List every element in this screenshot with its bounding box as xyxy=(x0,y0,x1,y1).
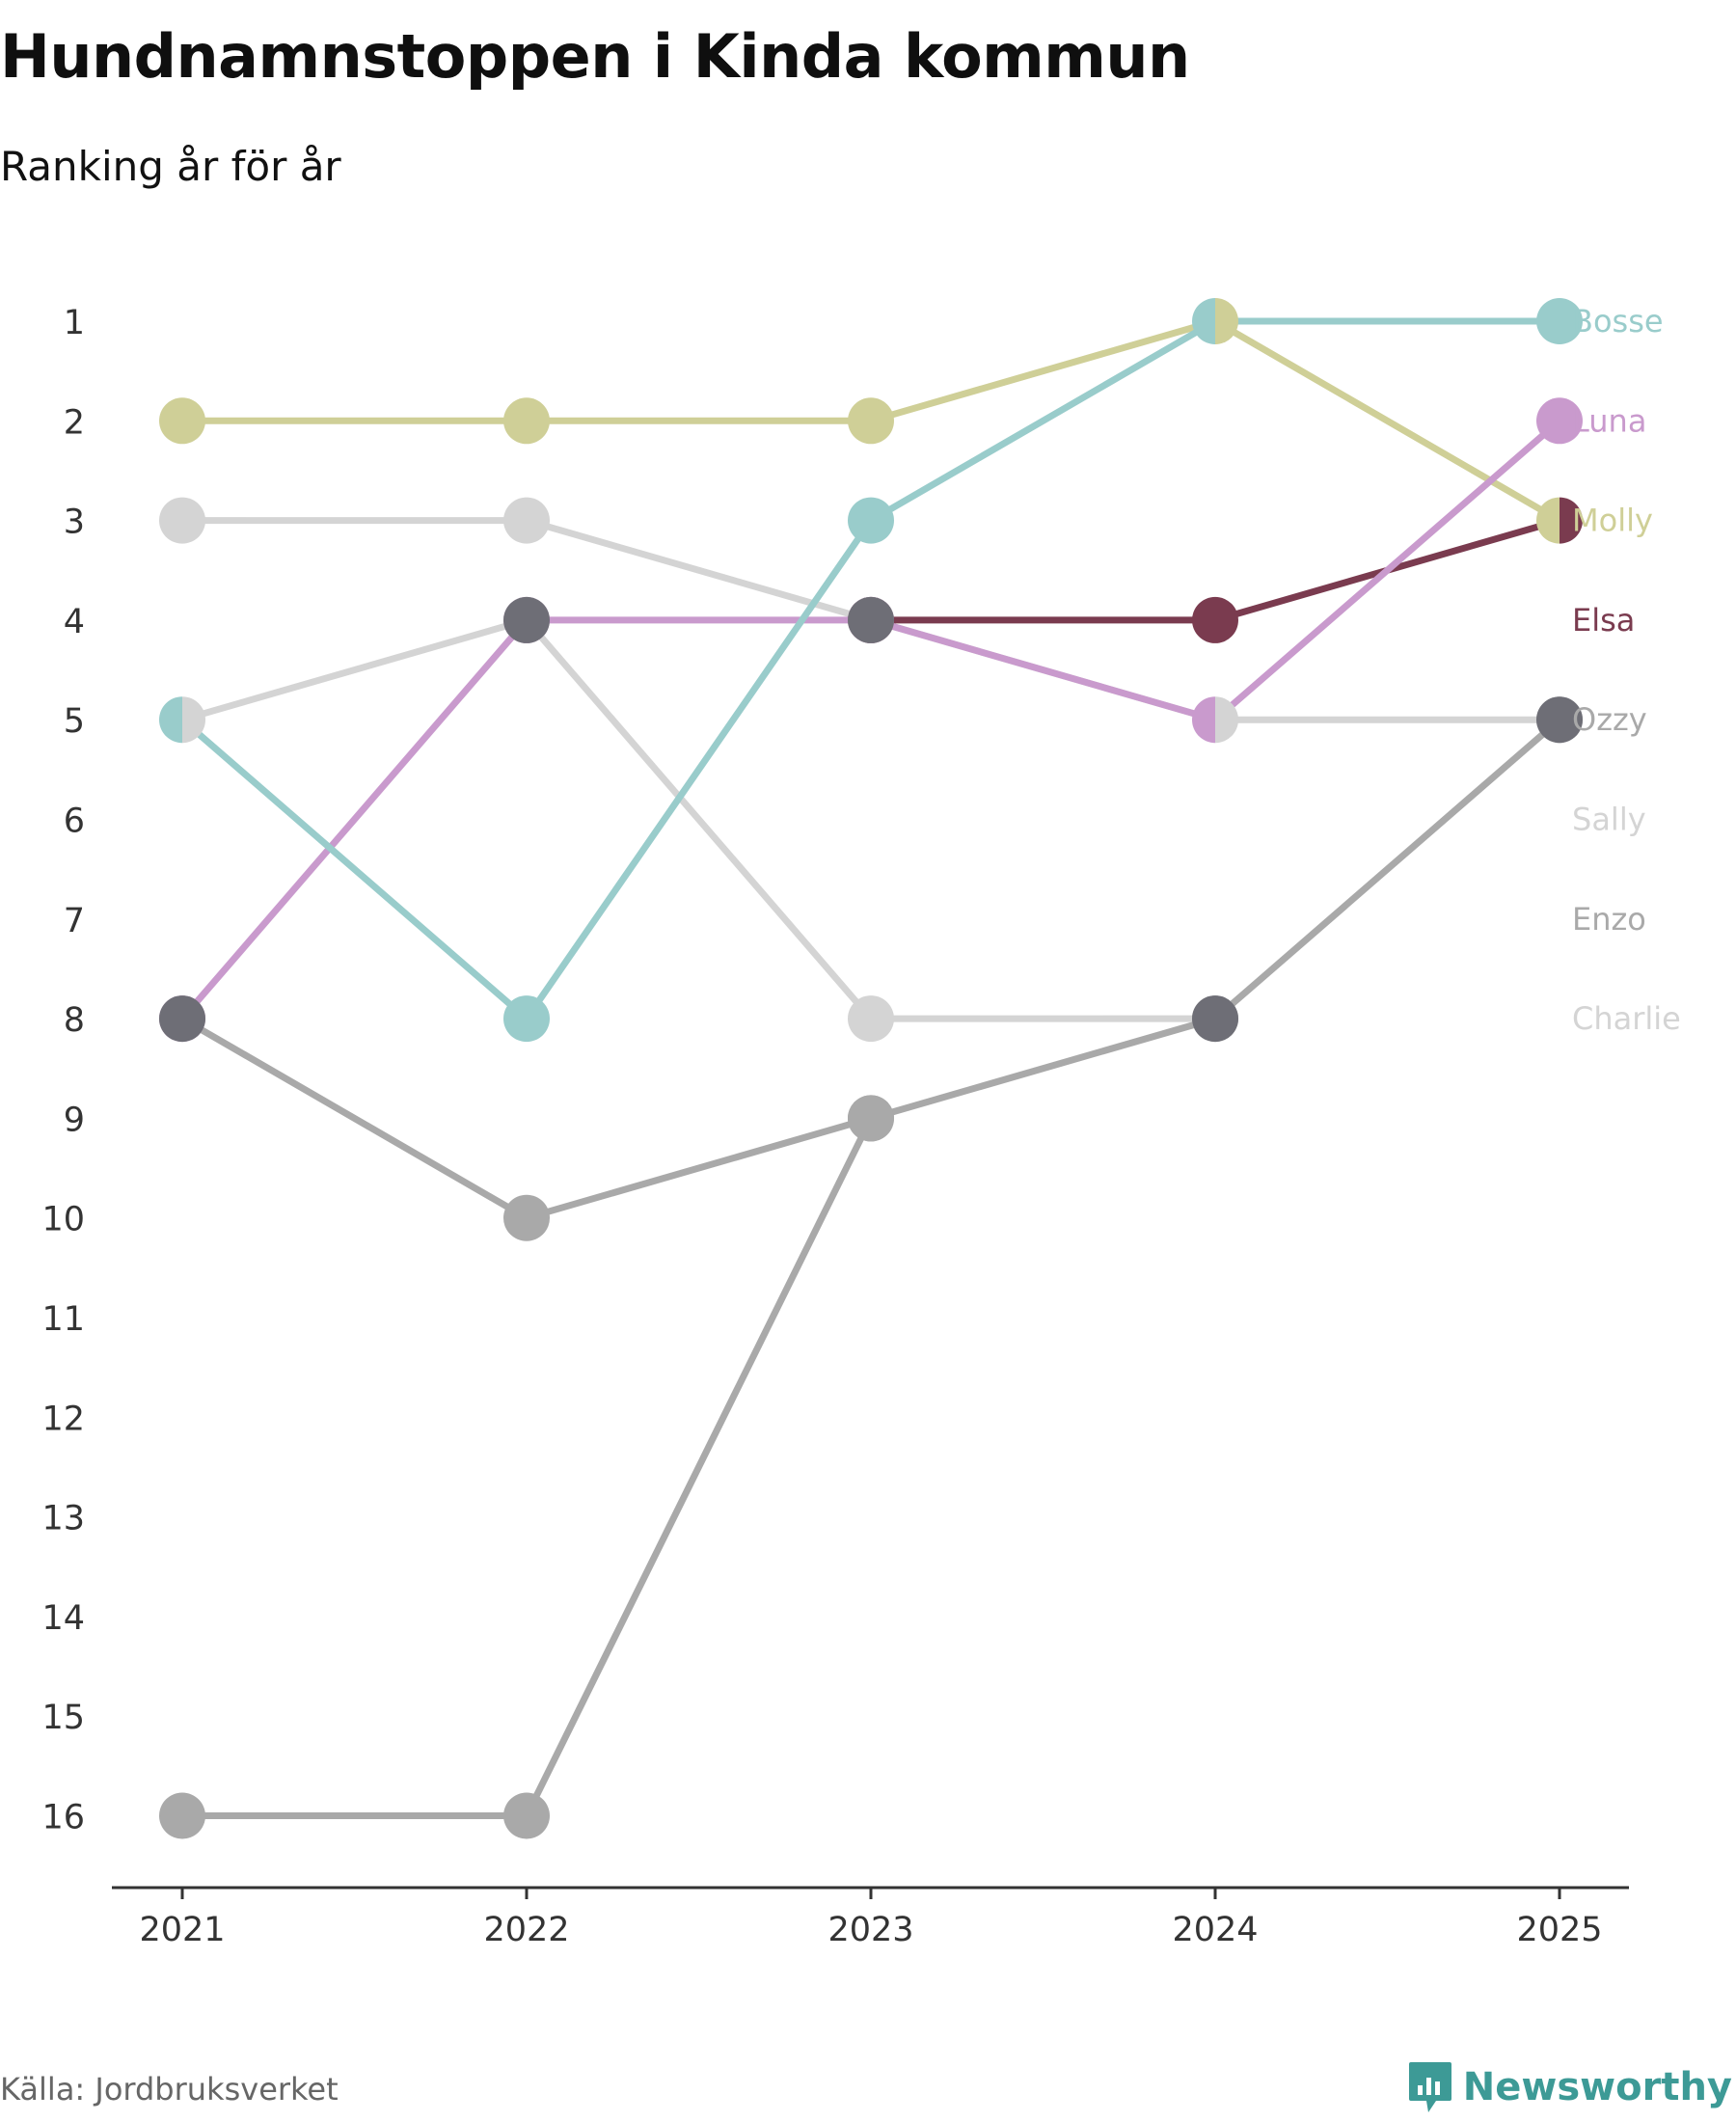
marker-elsa-2024 xyxy=(1192,596,1238,643)
end-label-luna: Luna xyxy=(1572,402,1646,439)
x-tick-label: 2021 xyxy=(139,1911,225,1949)
split-marker-left-half xyxy=(159,696,182,744)
split-marker-2024-rank-1 xyxy=(1192,298,1238,344)
marker-molly-2021 xyxy=(159,397,205,445)
y-tick-label: 16 xyxy=(41,1799,85,1837)
end-label-charlie: Charlie xyxy=(1572,1000,1681,1037)
series-line-luna-2023 xyxy=(867,616,1219,723)
marker-molly-2022 xyxy=(503,397,550,445)
y-tick-label: 10 xyxy=(41,1201,85,1239)
series-line-charlie-2021 xyxy=(178,616,530,723)
x-tick-label: 2025 xyxy=(1516,1911,1602,1949)
y-tick-label: 15 xyxy=(41,1699,85,1737)
split-marker-right-half xyxy=(1215,298,1238,344)
marker-bosse-2025 xyxy=(1536,298,1583,344)
marker-enzo-2021 xyxy=(159,1792,205,1839)
series-line-sally-2022 xyxy=(523,517,875,624)
series-line-ozzy-2022 xyxy=(523,1114,875,1222)
series-line-bosse-2023 xyxy=(867,317,1219,525)
series-lines xyxy=(178,317,1563,1819)
series-line-enzo-2022 xyxy=(523,1114,875,1819)
series-line-molly-2023 xyxy=(867,317,1219,424)
series-line-bosse-2021 xyxy=(178,716,530,1022)
series-line-charlie-2022 xyxy=(523,616,875,1022)
split-marker-left-half xyxy=(1536,497,1560,544)
bar-chart-logo-icon xyxy=(1408,2062,1451,2112)
end-label-ozzy: Ozzy xyxy=(1572,701,1647,738)
split-marker-right-half xyxy=(1560,497,1583,544)
x-tick-label: 2024 xyxy=(1172,1911,1258,1949)
marker-ozzy-2022 xyxy=(503,1194,550,1241)
y-tick-label: 8 xyxy=(64,1001,85,1040)
y-tick-label: 7 xyxy=(64,902,85,940)
series-line-ozzy-2021 xyxy=(178,1015,530,1222)
marker-dark-2023 xyxy=(848,596,894,643)
series-line-enzo-2023 xyxy=(867,1015,1219,1122)
marker-molly-2023 xyxy=(848,397,894,445)
y-tick-label: 11 xyxy=(41,1300,85,1339)
y-tick-label: 3 xyxy=(64,503,85,542)
split-marker-2025-rank-3 xyxy=(1536,497,1583,544)
marker-luna-2025 xyxy=(1536,397,1583,445)
series-line-molly-2024 xyxy=(1211,317,1563,525)
end-label-elsa: Elsa xyxy=(1572,602,1635,639)
page-subtitle: Ranking år för år xyxy=(0,143,341,190)
marker-dark-2024 xyxy=(1192,995,1238,1043)
split-marker-left-half xyxy=(1192,298,1215,344)
series-line-luna-2024 xyxy=(1211,417,1563,723)
split-marker-left-half xyxy=(1192,696,1215,744)
marker-dark-2022 xyxy=(503,596,550,643)
series-line-luna-2021 xyxy=(178,616,530,1022)
end-labels: Bosse Luna Molly Elsa Ozzy Sally Enzo Charlie xyxy=(1572,303,1681,1037)
x-axis: 2021 2022 2023 2024 2025 xyxy=(112,1886,1629,1949)
split-marker-right-half xyxy=(182,696,205,744)
y-tick-label: 12 xyxy=(41,1400,85,1438)
page-title: Hundnamnstoppen i Kinda kommun xyxy=(0,21,1190,92)
marker-bosse-2022 xyxy=(503,995,550,1043)
series-line-bosse-2022 xyxy=(523,517,875,1022)
marker-dark-2025 xyxy=(1536,696,1583,744)
marker-dark-2021 xyxy=(159,995,205,1043)
y-tick-label: 1 xyxy=(64,304,85,342)
y-tick-label: 5 xyxy=(64,702,85,741)
end-label-enzo: Enzo xyxy=(1572,901,1646,938)
marker-sally-2022 xyxy=(503,497,550,544)
end-label-bosse: Bosse xyxy=(1572,303,1664,340)
split-marker-right-half xyxy=(1215,696,1238,744)
y-tick-label: 4 xyxy=(64,603,85,641)
source-note: Källa: Jordbruksverket xyxy=(0,2071,339,2108)
y-tick-label: 13 xyxy=(41,1500,85,1538)
y-tick-label: 2 xyxy=(64,403,85,442)
marker-enzo-2022 xyxy=(503,1792,550,1839)
end-label-molly: Molly xyxy=(1572,503,1653,539)
split-marker-2021-rank-5 xyxy=(159,696,205,744)
marker-ozzy-2023 xyxy=(848,1095,894,1142)
marker-sally-2021 xyxy=(159,497,205,544)
brand-logo[interactable]: Newsworthy xyxy=(1407,2060,1732,2114)
series-line-enzo-2024 xyxy=(1211,716,1563,1022)
brand-name: Newsworthy xyxy=(1462,2065,1732,2109)
y-tick-label: 9 xyxy=(64,1101,85,1139)
split-marker-2024-rank-5 xyxy=(1192,696,1238,744)
marker-charlie-2023 xyxy=(848,995,894,1043)
y-tick-label: 14 xyxy=(41,1599,85,1638)
x-tick-label: 2022 xyxy=(483,1911,569,1949)
end-label-sally: Sally xyxy=(1572,802,1646,838)
series-markers xyxy=(159,298,1583,1839)
marker-bosse-2023 xyxy=(848,497,894,544)
x-tick-label: 2023 xyxy=(827,1911,913,1949)
y-tick-label: 6 xyxy=(64,803,85,841)
